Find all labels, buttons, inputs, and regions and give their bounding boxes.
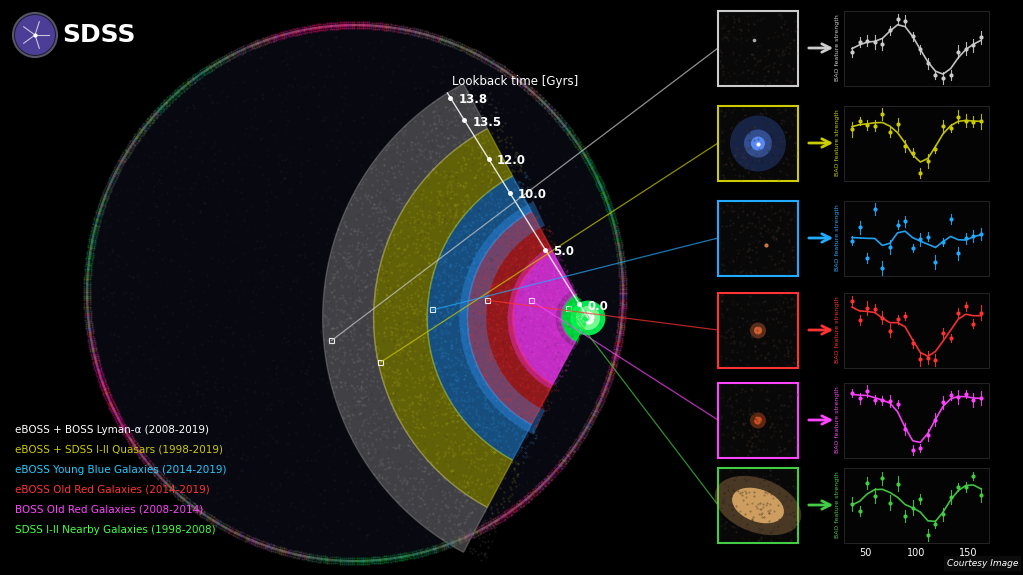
- Text: 5.0: 5.0: [553, 246, 574, 258]
- Circle shape: [13, 13, 57, 57]
- Text: 50: 50: [858, 548, 872, 558]
- Bar: [529, 298, 534, 303]
- Text: BAO feature strength: BAO feature strength: [835, 472, 840, 538]
- Text: 13.5: 13.5: [473, 116, 501, 129]
- Polygon shape: [373, 129, 513, 507]
- Circle shape: [751, 136, 765, 151]
- Circle shape: [730, 116, 786, 171]
- Circle shape: [750, 323, 766, 339]
- Polygon shape: [468, 212, 552, 424]
- Text: BAO feature strength: BAO feature strength: [835, 205, 840, 271]
- Text: BOSS Old Red Galaxies (2008-2014): BOSS Old Red Galaxies (2008-2014): [15, 505, 204, 515]
- Text: BAO feature strength: BAO feature strength: [835, 110, 840, 177]
- Bar: [844, 201, 989, 276]
- Wedge shape: [507, 247, 573, 389]
- Text: Lookback time [Gyrs]: Lookback time [Gyrs]: [452, 75, 579, 88]
- Text: SDSS: SDSS: [62, 23, 135, 47]
- Text: Courtesy Image: Courtesy Image: [946, 559, 1018, 568]
- Text: 12.0: 12.0: [496, 155, 526, 167]
- Bar: [718, 201, 798, 276]
- Circle shape: [750, 412, 766, 428]
- Text: eBOSS Old Red Galaxies (2014-2019): eBOSS Old Red Galaxies (2014-2019): [15, 485, 210, 495]
- Circle shape: [15, 15, 55, 55]
- Wedge shape: [459, 201, 545, 435]
- Bar: [844, 11, 989, 86]
- Text: BAO feature strength: BAO feature strength: [835, 386, 840, 453]
- Text: eBOSS Young Blue Galaxies (2014-2019): eBOSS Young Blue Galaxies (2014-2019): [15, 465, 226, 475]
- Polygon shape: [428, 176, 531, 460]
- Bar: [844, 293, 989, 368]
- Bar: [844, 468, 989, 543]
- Bar: [718, 106, 798, 181]
- Polygon shape: [322, 84, 487, 552]
- Text: 13.8: 13.8: [458, 93, 487, 106]
- Text: eBOSS + BOSS Lyman-α (2008-2019): eBOSS + BOSS Lyman-α (2008-2019): [15, 425, 209, 435]
- Bar: [431, 308, 435, 312]
- Bar: [566, 306, 571, 312]
- Text: BAO feature strength: BAO feature strength: [835, 297, 840, 363]
- Circle shape: [754, 416, 762, 424]
- Bar: [718, 468, 798, 543]
- Circle shape: [90, 28, 620, 558]
- Bar: [718, 383, 798, 458]
- Ellipse shape: [715, 476, 801, 535]
- Bar: [718, 293, 798, 368]
- Circle shape: [754, 327, 762, 335]
- Bar: [844, 383, 989, 458]
- Text: eBOSS + SDSS I-II Quasars (1998-2019): eBOSS + SDSS I-II Quasars (1998-2019): [15, 445, 223, 455]
- Text: 0.0: 0.0: [587, 300, 609, 313]
- Text: BAO feature strength: BAO feature strength: [835, 14, 840, 82]
- Bar: [718, 11, 798, 86]
- Text: SDSS I-II Nearby Galaxies (1998-2008): SDSS I-II Nearby Galaxies (1998-2008): [15, 525, 216, 535]
- Bar: [485, 298, 490, 303]
- Bar: [844, 106, 989, 181]
- Ellipse shape: [732, 488, 784, 523]
- Polygon shape: [562, 294, 588, 342]
- Bar: [329, 338, 335, 343]
- Text: 10.0: 10.0: [518, 189, 547, 201]
- Text: 100: 100: [907, 548, 926, 558]
- Text: 150: 150: [959, 548, 977, 558]
- Circle shape: [581, 311, 594, 325]
- Bar: [379, 359, 384, 365]
- Circle shape: [744, 129, 772, 158]
- Circle shape: [576, 306, 601, 330]
- Polygon shape: [513, 252, 575, 384]
- Circle shape: [571, 301, 606, 335]
